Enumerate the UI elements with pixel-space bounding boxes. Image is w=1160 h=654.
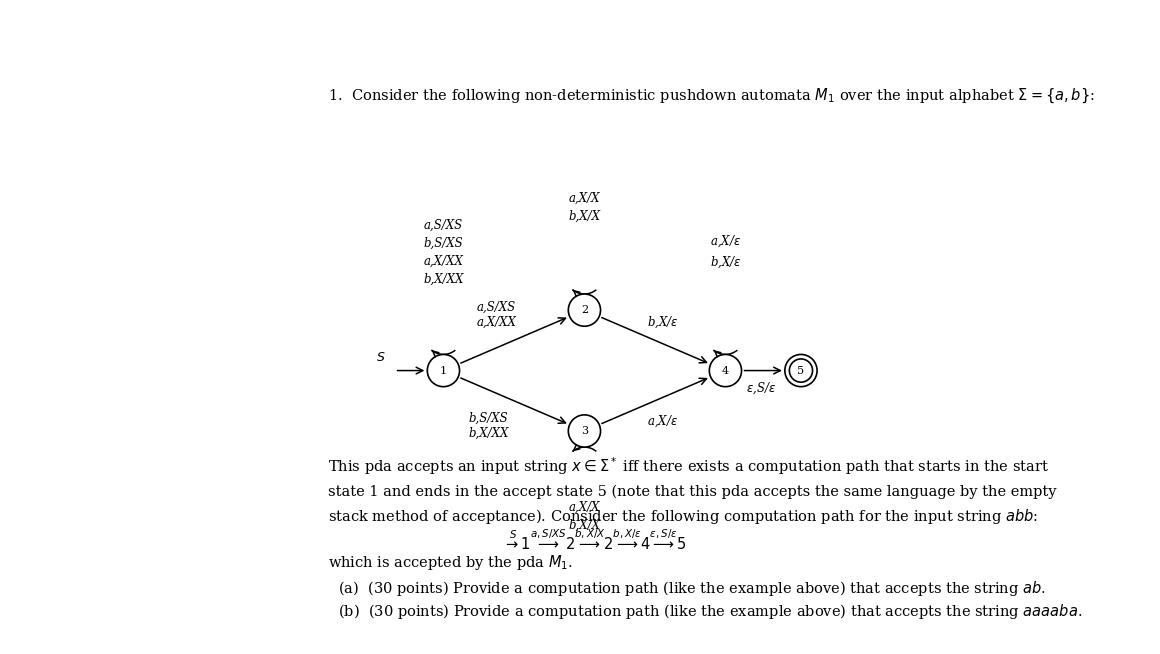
Text: b,S/XS
b,X/XX: b,S/XS b,X/XX [469,412,509,440]
Circle shape [785,354,817,387]
Circle shape [568,294,601,326]
Text: a,S/XS
b,S/XS
a,X/XX
b,X/XX: a,S/XS b,S/XS a,X/XX b,X/XX [423,218,464,286]
Text: This pda accepts an input string $x \in \Sigma^*$ iff there exists a computation: This pda accepts an input string $x \in … [327,455,1049,477]
Text: $S$: $S$ [376,351,385,364]
Text: 1: 1 [440,366,447,375]
Text: 2: 2 [581,305,588,315]
Text: 5: 5 [797,366,805,375]
Text: a,X/X
b,X/X: a,X/X b,X/X [568,192,601,222]
Text: (b)  (30 points) Provide a computation path (like the example above) that accept: (b) (30 points) Provide a computation pa… [338,602,1082,621]
Text: state 1 and ends in the accept state 5 (note that this pda accepts the same lang: state 1 and ends in the accept state 5 (… [327,484,1056,498]
Text: which is accepted by the pda $M_1$.: which is accepted by the pda $M_1$. [327,553,573,572]
Text: 4: 4 [722,366,728,375]
Text: a,X/$\epsilon$
b,X/$\epsilon$: a,X/$\epsilon$ b,X/$\epsilon$ [710,234,741,271]
Circle shape [427,354,459,387]
Text: 1.  Consider the following non-deterministic pushdown automata $M_1$ over the in: 1. Consider the following non-determinis… [327,87,1094,105]
Text: (a)  (30 points) Provide a computation path (like the example above) that accept: (a) (30 points) Provide a computation pa… [338,579,1045,598]
Text: a,S/XS
a,X/XX: a,S/XS a,X/XX [477,301,516,329]
Circle shape [709,354,741,387]
Text: b,X/$\epsilon$: b,X/$\epsilon$ [647,315,679,330]
Text: stack method of acceptance). Consider the following computation path for the inp: stack method of acceptance). Consider th… [327,507,1038,526]
Text: $\epsilon$,S/$\epsilon$: $\epsilon$,S/$\epsilon$ [746,381,776,396]
Text: a,X/$\epsilon$: a,X/$\epsilon$ [647,413,677,428]
Text: 3: 3 [581,426,588,436]
Circle shape [568,415,601,447]
Text: a,X/X
b,X/X: a,X/X b,X/X [568,501,601,532]
Text: $\overset{S}{\rightarrow} 1 \overset{a,S/XS}{\longrightarrow} 2 \overset{b,X/X}{: $\overset{S}{\rightarrow} 1 \overset{a,S… [502,528,687,553]
